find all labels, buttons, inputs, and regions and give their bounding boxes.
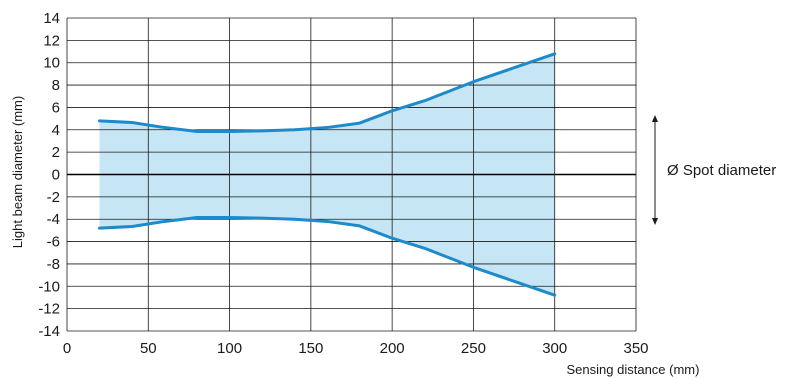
y-tick-label: -2 — [47, 189, 60, 206]
spot-diameter-annotation: Ø Spot diameter — [667, 162, 776, 179]
x-axis-label: Sensing distance (mm) — [567, 362, 700, 377]
upper-beam-line — [98, 52, 557, 133]
y-tick-label: 8 — [52, 77, 60, 94]
y-tick-label: -10 — [38, 278, 60, 295]
y-tick-label: -14 — [38, 323, 60, 340]
x-tick-label: 0 — [63, 340, 71, 357]
y-tick-label: -8 — [47, 256, 60, 273]
x-tick-label: 250 — [461, 340, 486, 357]
y-tick-label: 12 — [43, 32, 60, 49]
lower-beam-line — [98, 216, 557, 297]
y-axis-label: Light beam diameter (mm) — [10, 96, 25, 248]
y-tick-label: 2 — [52, 144, 60, 161]
x-tick-label: 150 — [298, 340, 323, 357]
x-tick-label: 50 — [140, 340, 157, 357]
y-tick-label: 4 — [52, 122, 60, 139]
x-tick-label: 300 — [542, 340, 567, 357]
series-lines-layer — [98, 52, 557, 297]
grid-layer — [66, 17, 637, 332]
y-tick-label: -6 — [47, 234, 60, 251]
y-tick-label: -4 — [47, 211, 60, 228]
y-tick-label: 10 — [43, 55, 60, 72]
y-tick-label: -12 — [38, 301, 60, 318]
y-tick-label: 14 — [43, 10, 60, 27]
y-tick-label: 0 — [52, 167, 60, 184]
x-tick-label: 100 — [217, 340, 242, 357]
spot-diameter-arrow — [652, 115, 658, 225]
x-tick-label: 200 — [380, 340, 405, 357]
y-tick-label: 6 — [52, 99, 60, 116]
x-tick-label: 350 — [623, 340, 648, 357]
